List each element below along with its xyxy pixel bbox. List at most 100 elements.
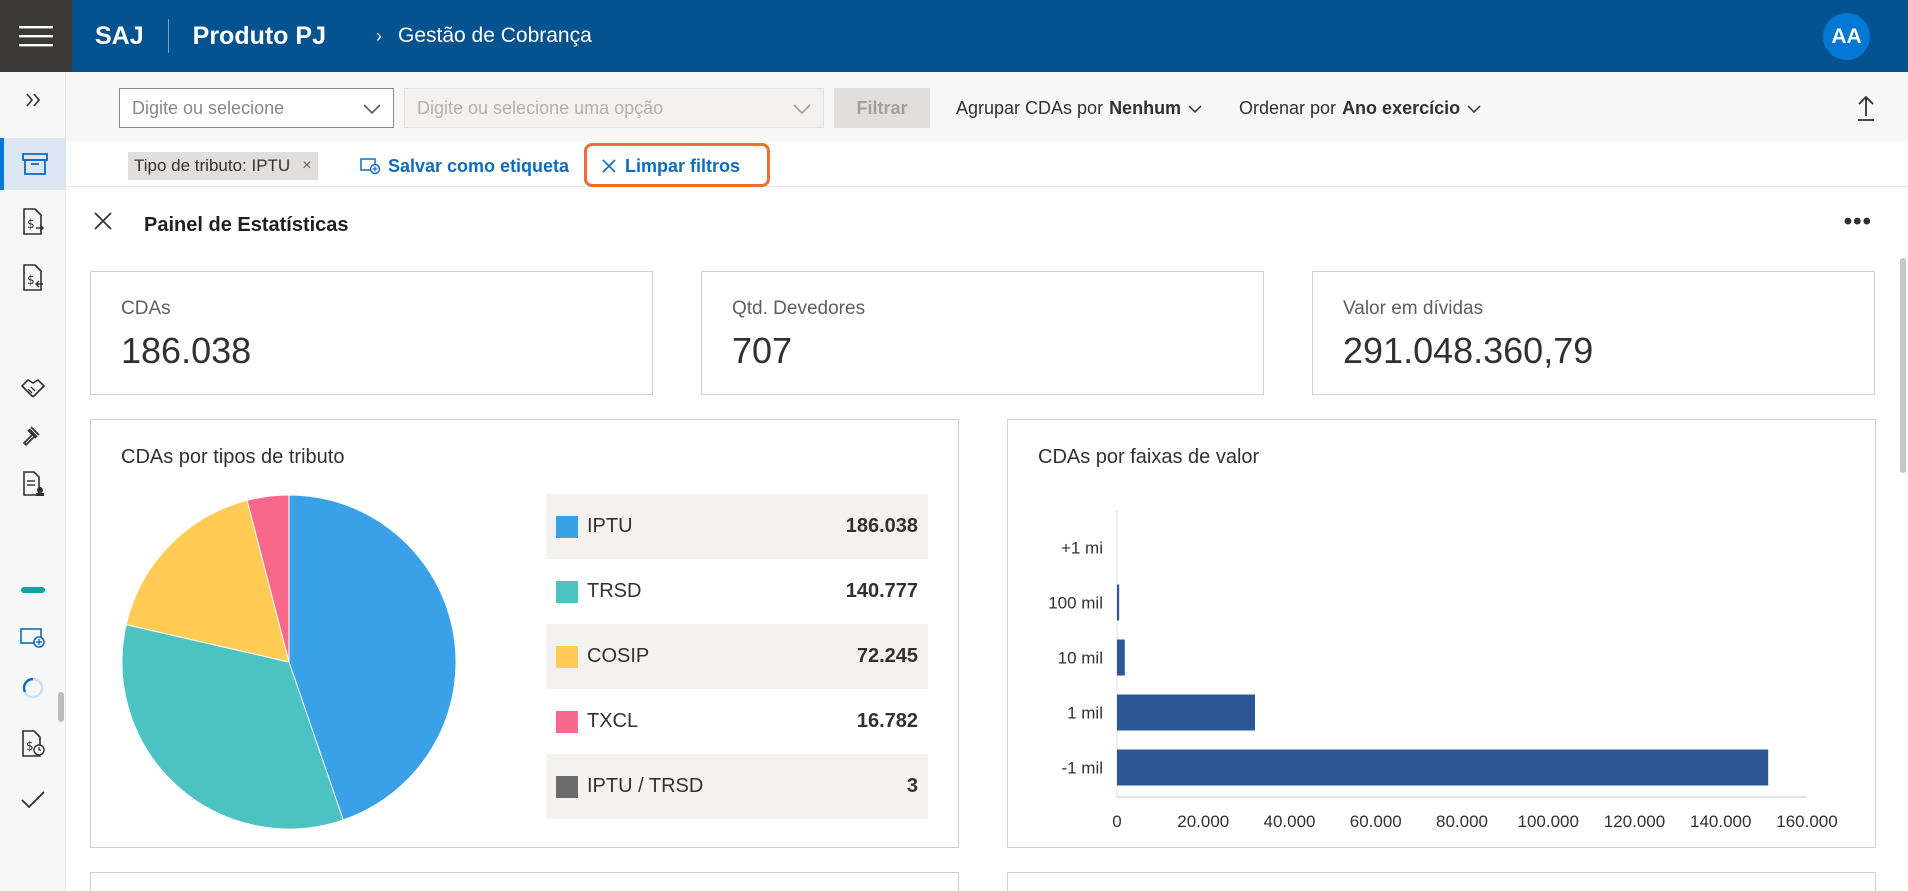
legend-value: 140.777 [845, 580, 918, 602]
y-tick-label: -1 mil [1061, 759, 1103, 778]
chevron-down-icon [363, 104, 381, 115]
clear-filters-label: Limpar filtros [625, 155, 741, 176]
close-panel-button[interactable] [92, 210, 114, 237]
chart-card-faixas: CDAs por faixas de valor +1 mi 100 mil 10 … [1007, 419, 1876, 848]
product-name[interactable]: Produto PJ [192, 21, 326, 50]
chart-card-tributos: CDAs por tipos de tributo IPTU 186.038 TR… [90, 419, 959, 848]
more-options-icon[interactable]: ••• [1843, 208, 1872, 235]
close-icon[interactable]: × [302, 157, 312, 174]
archive-icon [22, 153, 48, 175]
rail-item-agendados[interactable]: $ [0, 718, 66, 770]
legend-name: TXCL [587, 710, 639, 732]
chevron-right-icon: › [375, 25, 382, 46]
panel-title: Painel de Estatísticas [144, 214, 349, 236]
save-tag-button[interactable]: Salvar como etiqueta [360, 152, 569, 180]
x-tick-label: 20.000 [1177, 812, 1229, 831]
order-by-dropdown[interactable]: Ordenar por Ano exercício [1239, 98, 1482, 119]
pie-slice-trsd[interactable] [121, 624, 344, 830]
expand-icon [26, 93, 41, 107]
legend-value: 72.245 [856, 645, 918, 667]
pie-legend: IPTU 186.038 TRSD 140.777 COSIP 72.245 TXCL… [546, 494, 928, 819]
rail-item-carregando[interactable] [0, 662, 66, 714]
x-tick-label: 80.000 [1436, 812, 1488, 831]
rail-item-recebimentos[interactable]: $ [0, 252, 66, 304]
filter-button[interactable]: Filtrar [834, 88, 930, 128]
hamburger-icon [19, 26, 53, 47]
legend-swatch [556, 710, 578, 733]
stat-value: 186.038 [121, 330, 252, 371]
order-by-label: Ordenar por [1239, 98, 1337, 118]
stats-panel-header: Painel de Estatísticas ••• [66, 188, 1908, 260]
x-tick-label: 100.000 [1518, 812, 1579, 831]
option-combobox[interactable]: Digite ou selecione uma opção [404, 88, 824, 128]
search-combobox[interactable]: Digite ou selecione [119, 88, 394, 128]
rail-item-concluidos[interactable] [0, 774, 66, 826]
group-by-dropdown[interactable]: Agrupar CDAs por Nenhum [956, 98, 1203, 119]
option-combobox-placeholder: Digite ou selecione uma opção [417, 97, 664, 118]
close-icon [602, 159, 616, 173]
svg-text:$: $ [27, 217, 35, 231]
gavel-icon [22, 426, 40, 447]
bar-10-mil[interactable] [1117, 639, 1125, 676]
rail-item-cdas[interactable] [0, 138, 66, 190]
rail-item-pagamentos[interactable]: $ [0, 196, 66, 248]
rail-item-devedores[interactable] [0, 458, 66, 510]
chart-title: CDAs por tipos de tributo [121, 446, 345, 468]
bar-1-mil[interactable] [1117, 749, 1769, 786]
legend-row: TRSD 140.777 [546, 559, 928, 624]
y-tick-label: 100 mil [1048, 594, 1103, 613]
legend-swatch [556, 515, 578, 538]
menu-button[interactable] [0, 0, 72, 72]
group-by-label: Agrupar CDAs por [956, 98, 1104, 118]
legend-name: TRSD [587, 580, 642, 602]
loading-icon [22, 677, 44, 699]
breadcrumb[interactable]: Gestão de Cobrança [397, 24, 592, 47]
filter-chip[interactable]: Tipo de tributo: IPTU × [128, 152, 318, 180]
rail-item-acordos[interactable] [0, 362, 66, 414]
y-tick-label: +1 mi [1061, 539, 1103, 558]
brand-logo[interactable]: SAJ [95, 21, 144, 50]
active-filters-bar: Tipo de tributo: IPTU × Salvar como etiq… [66, 142, 1908, 187]
main-scrollbar[interactable] [1900, 258, 1906, 473]
legend-swatch [556, 775, 578, 798]
green-bar-icon [21, 587, 45, 593]
bar-1-mil[interactable] [1117, 694, 1255, 731]
y-tick-label: 1 mil [1067, 704, 1103, 723]
chevron-down-icon [1188, 104, 1202, 113]
bar-chart: +1 mi 100 mil 10 mil 1 mil -1 mil 0 20.000 40.0… [1048, 510, 1838, 831]
rail-item-status[interactable] [0, 564, 66, 616]
stat-label: CDAs [121, 298, 171, 319]
svg-text:$: $ [26, 739, 34, 753]
export-button[interactable] [1856, 94, 1876, 127]
legend-row: TXCL 16.782 [546, 689, 928, 754]
rail-item-judicial[interactable] [0, 410, 66, 462]
chevron-down-icon [1467, 104, 1481, 113]
avatar[interactable]: AA [1823, 13, 1870, 60]
chart-card-next-right [1007, 872, 1876, 891]
legend-value: 186.038 [845, 515, 918, 537]
rail-expand-button[interactable] [0, 74, 66, 126]
x-tick-label: 140.000 [1690, 812, 1751, 831]
stat-card-devedores: Qtd. Devedores 707 [701, 271, 1264, 395]
stat-card-valor: Valor em dívidas 291.048.360,79 [1312, 271, 1875, 395]
money-doc-in-icon: $ [23, 264, 43, 291]
pie-slice-cosip[interactable] [125, 499, 290, 663]
doc-person-icon [23, 471, 44, 496]
group-by-value: Nenhum [1109, 98, 1182, 118]
x-tick-label: 120.000 [1604, 812, 1665, 831]
money-doc-clock-icon: $ [22, 730, 45, 757]
legend-name: COSIP [587, 645, 650, 667]
clear-filters-button[interactable]: Limpar filtros [601, 152, 740, 180]
rail-item-adicionar[interactable] [0, 612, 66, 664]
pie-slice-iptu[interactable] [288, 494, 457, 821]
stat-value: 707 [732, 330, 793, 371]
filter-chip-label: Tipo de tributo: IPTU [134, 156, 291, 175]
legend-name: IPTU [587, 515, 633, 537]
rail-scrollbar[interactable] [58, 692, 64, 722]
legend-row: IPTU / TRSD 3 [546, 754, 928, 819]
chevron-down-icon [793, 104, 811, 115]
order-by-value: Ano exercício [1342, 98, 1461, 118]
legend-row: IPTU 186.038 [546, 494, 928, 559]
stat-card-cdas: CDAs 186.038 [90, 271, 653, 395]
bar-100-mil[interactable] [1117, 584, 1120, 621]
